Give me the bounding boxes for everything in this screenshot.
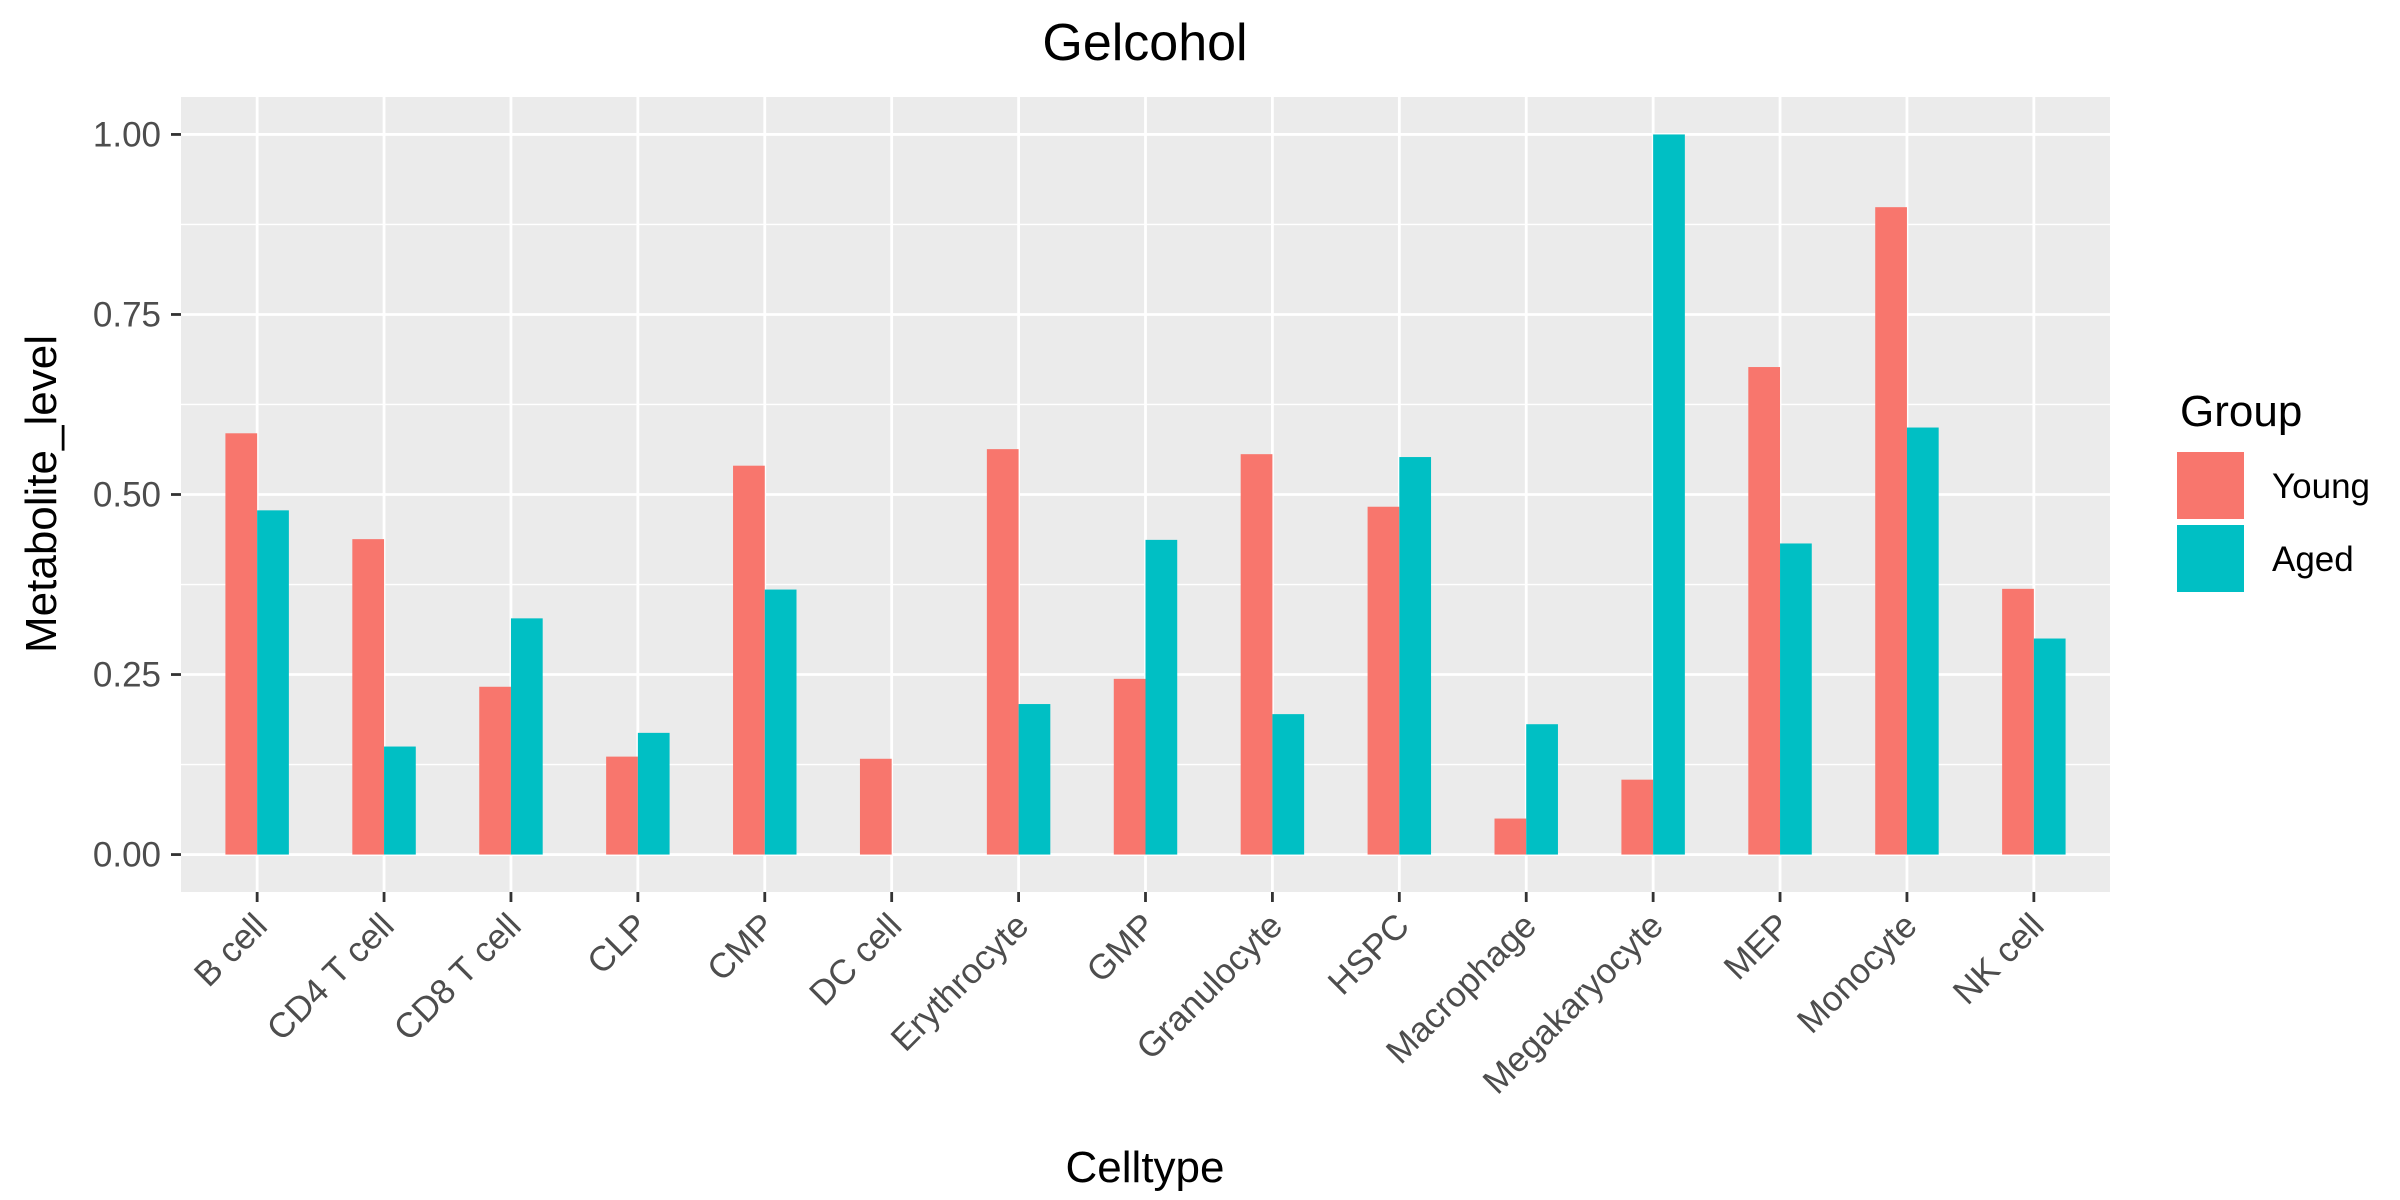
y-tick-label: 0.75 [93,295,161,334]
bar-aged [1018,704,1051,855]
bar-young [606,756,638,855]
bar-young [859,758,892,855]
legend-title: Group [2180,387,2302,436]
x-tick-label: GMP [1079,906,1163,990]
x-tick-label: Erythrocyte [884,906,1037,1059]
bar-young [1748,367,1781,855]
bar-young [733,465,765,855]
x-tick-label: B cell [187,906,275,994]
bar-aged [1526,724,1558,855]
bar-young [479,686,511,855]
bar-young [1113,678,1146,855]
bar-young [1367,506,1400,855]
legend: Group Young Aged [2177,387,2370,592]
bar-young [352,539,385,855]
bar-young [1621,779,1654,855]
bar-aged [1906,427,1939,855]
y-tick-label: 1.00 [93,115,161,154]
legend-key-aged [2177,525,2244,592]
x-tick-label: CLP [580,906,656,982]
bar-young [2002,588,2034,855]
x-axis-title: Celltype [1066,1143,1225,1192]
bar-young [986,449,1019,855]
y-tick-label: 0.50 [93,476,161,515]
bar-aged [384,746,416,855]
x-tick-label: DC cell [802,906,909,1013]
x-tick-label: Monocyte [1790,906,1925,1041]
bar-aged [1272,714,1305,855]
x-tick-label: CD8 T cell [386,906,528,1048]
bar-aged [1653,134,1685,855]
x-tick-label: HSPC [1321,906,1417,1002]
legend-key-young [2177,452,2244,519]
bar-aged [1780,543,1812,855]
bar-aged [1145,539,1178,855]
legend-label-aged: Aged [2272,540,2354,579]
bar-young [225,433,258,855]
chart-title: Gelcohol [1042,14,1247,72]
bar-young [1875,207,1907,855]
bars [225,134,2066,855]
bar-aged [257,510,289,855]
bar-young [1240,454,1273,855]
bar-aged [637,732,670,855]
x-tick-label: MEP [1716,906,1797,987]
y-tick-label: 0.25 [93,656,161,695]
y-axis-title: Metabolite_level [17,335,66,653]
y-axis: 0.00 0.25 0.50 0.75 1.00 [93,115,181,875]
x-tick-label: CD4 T cell [260,906,402,1048]
bar-aged [764,589,797,855]
legend-label-young: Young [2272,467,2370,506]
bar-aged [1399,457,1432,855]
x-tick-label: NK cell [1946,906,2052,1012]
bar-aged [510,618,543,855]
x-tick-label: CMP [700,906,783,989]
y-tick-label: 0.00 [93,836,161,875]
bar-aged [2033,638,2066,855]
bar-young [1494,818,1527,855]
